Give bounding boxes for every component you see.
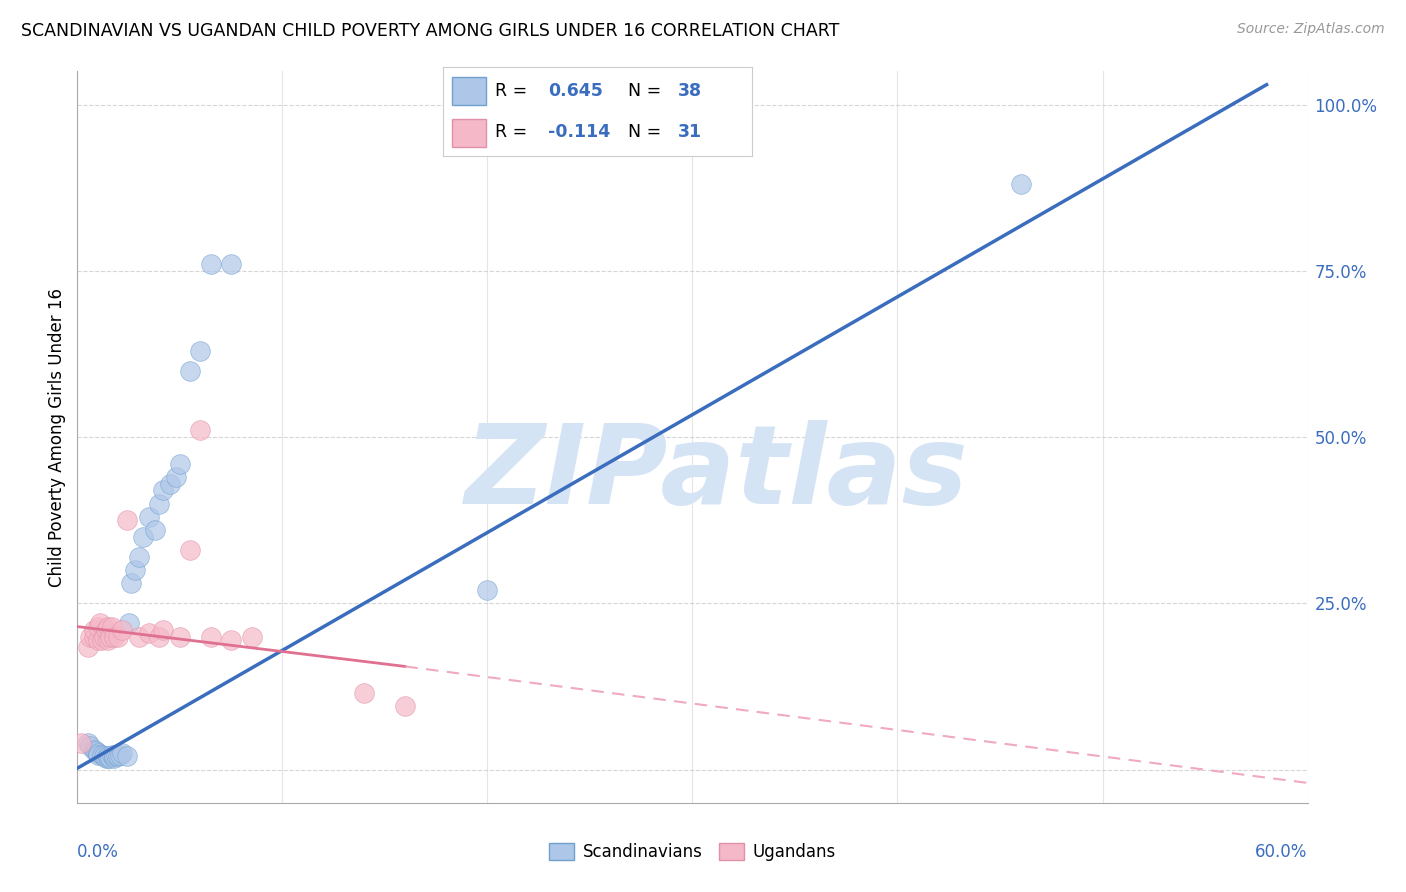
Text: R =: R = [495, 82, 533, 100]
Point [1010, 178, 1032, 192]
Point [159, 476, 181, 491]
Point [124, 563, 146, 577]
Point [70, 736, 93, 750]
Point [103, 749, 125, 764]
Point [169, 457, 191, 471]
Point [179, 543, 201, 558]
Point [103, 630, 125, 644]
Point [87, 746, 110, 760]
Point [128, 630, 150, 644]
Point [240, 630, 263, 644]
Point [111, 746, 134, 760]
Point [79, 630, 101, 644]
Point [97, 749, 120, 764]
Point [117, 616, 139, 631]
Point [101, 619, 124, 633]
Point [179, 363, 201, 377]
Point [93, 630, 115, 644]
Y-axis label: Child Poverty Among Girls Under 16: Child Poverty Among Girls Under 16 [48, 287, 66, 587]
Point [103, 750, 125, 764]
Point [89, 616, 111, 631]
Point [115, 749, 138, 764]
Point [148, 497, 170, 511]
Point [111, 623, 134, 637]
Point [200, 257, 222, 271]
Point [353, 686, 375, 700]
Point [97, 619, 120, 633]
Point [76, 736, 98, 750]
Point [188, 343, 212, 358]
Text: -0.114: -0.114 [548, 123, 610, 141]
Point [165, 470, 187, 484]
Point [98, 630, 121, 644]
Point [84, 744, 107, 758]
Point [94, 623, 117, 637]
Point [143, 523, 166, 537]
Text: 31: 31 [678, 123, 702, 141]
Point [101, 747, 124, 762]
Point [110, 747, 132, 762]
Point [90, 632, 114, 647]
Point [83, 623, 105, 637]
Point [219, 632, 242, 647]
Point [83, 742, 105, 756]
Point [152, 483, 174, 498]
Point [152, 623, 174, 637]
Point [120, 576, 142, 591]
Point [79, 739, 101, 754]
Point [98, 750, 121, 764]
Point [97, 750, 120, 764]
Text: 38: 38 [678, 82, 702, 100]
Point [219, 257, 242, 271]
Point [87, 619, 110, 633]
Point [83, 630, 105, 644]
Point [97, 632, 120, 647]
Point [138, 509, 160, 524]
Legend: Scandinavians, Ugandans: Scandinavians, Ugandans [543, 836, 842, 868]
Point [148, 630, 170, 644]
Point [107, 630, 129, 644]
Point [94, 750, 117, 764]
Text: 0.645: 0.645 [548, 82, 603, 100]
Text: R =: R = [495, 123, 533, 141]
Point [107, 749, 129, 764]
Point [200, 630, 222, 644]
Point [76, 640, 98, 654]
Point [188, 424, 212, 438]
Point [90, 747, 114, 762]
FancyBboxPatch shape [453, 119, 486, 147]
Point [105, 747, 128, 762]
Point [477, 582, 499, 597]
Point [169, 630, 191, 644]
Text: SCANDINAVIAN VS UGANDAN CHILD POVERTY AMONG GIRLS UNDER 16 CORRELATION CHART: SCANDINAVIAN VS UGANDAN CHILD POVERTY AM… [21, 22, 839, 40]
FancyBboxPatch shape [453, 77, 486, 105]
Point [132, 530, 155, 544]
Point [93, 749, 115, 764]
Point [394, 699, 416, 714]
Point [87, 747, 110, 762]
Text: Source: ZipAtlas.com: Source: ZipAtlas.com [1237, 22, 1385, 37]
Point [115, 513, 138, 527]
Text: N =: N = [628, 123, 668, 141]
Point [128, 549, 150, 564]
Text: 0.0%: 0.0% [77, 843, 120, 861]
Text: ZIPatlas: ZIPatlas [465, 420, 969, 527]
Text: 60.0%: 60.0% [1256, 843, 1308, 861]
Point [87, 632, 110, 647]
Point [138, 626, 160, 640]
Text: N =: N = [628, 82, 668, 100]
